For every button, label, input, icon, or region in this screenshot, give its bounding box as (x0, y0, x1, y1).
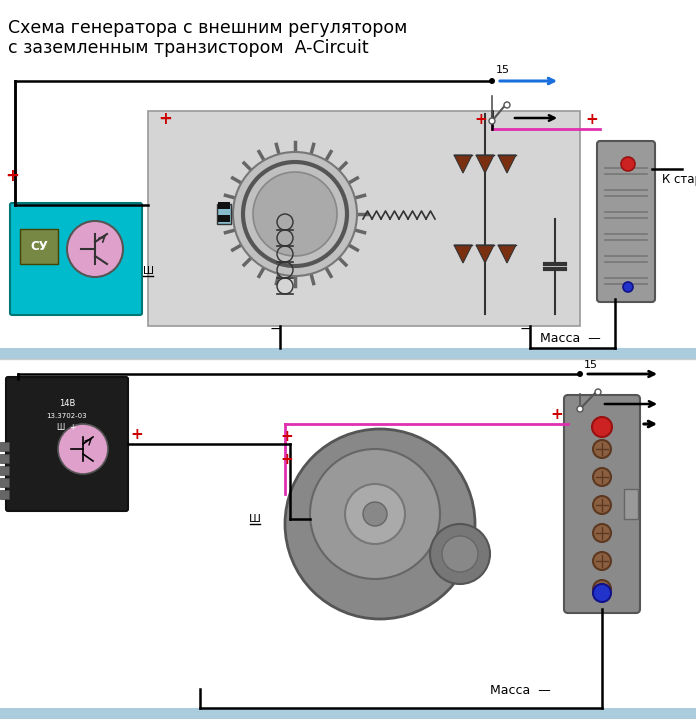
Text: Масса  —: Масса — (540, 332, 601, 345)
Circle shape (621, 157, 635, 171)
Circle shape (593, 584, 611, 602)
Text: +: + (474, 112, 487, 127)
FancyBboxPatch shape (564, 395, 640, 613)
Circle shape (593, 468, 611, 486)
Polygon shape (476, 245, 494, 263)
Circle shape (592, 417, 612, 437)
Circle shape (577, 406, 583, 412)
Text: К стартеру: К стартеру (662, 173, 696, 186)
Text: Ш  +: Ш + (57, 423, 77, 431)
Polygon shape (454, 245, 472, 263)
Bar (0, 348, 696, 359)
Text: −: − (519, 322, 531, 336)
Circle shape (67, 221, 123, 277)
Text: +: + (280, 452, 293, 467)
Circle shape (363, 502, 387, 526)
Text: +: + (585, 112, 598, 127)
Polygon shape (498, 245, 516, 263)
Text: 14B: 14B (59, 400, 75, 408)
Circle shape (489, 78, 495, 84)
FancyBboxPatch shape (10, 203, 142, 315)
Circle shape (253, 172, 337, 256)
Polygon shape (454, 155, 472, 173)
Circle shape (593, 524, 611, 542)
Text: Схема генератора с внешним регулятором: Схема генератора с внешним регулятором (8, 19, 407, 37)
Circle shape (504, 102, 510, 108)
Circle shape (577, 371, 583, 377)
Bar (0, 490, 9, 499)
Bar (0, 454, 9, 463)
Text: −: − (269, 322, 280, 336)
Text: Ш: Ш (143, 266, 154, 276)
Circle shape (233, 152, 357, 276)
Bar (218, 215, 230, 222)
Text: 15: 15 (584, 360, 598, 370)
FancyBboxPatch shape (597, 141, 655, 302)
Text: 15: 15 (496, 65, 510, 75)
Circle shape (595, 389, 601, 395)
Bar (0, 478, 9, 487)
Bar (218, 202, 230, 209)
FancyBboxPatch shape (6, 377, 128, 511)
Text: +: + (550, 407, 563, 422)
Text: 13.3702-03: 13.3702-03 (47, 413, 87, 419)
Circle shape (623, 282, 633, 292)
Text: +: + (158, 110, 172, 128)
Bar (0, 466, 9, 475)
Circle shape (58, 424, 108, 474)
Circle shape (285, 429, 475, 619)
Bar (20, 229, 58, 264)
Polygon shape (476, 155, 494, 173)
Bar (148, 111, 580, 326)
Circle shape (430, 524, 490, 584)
Text: +: + (130, 427, 143, 442)
Bar (0, 708, 696, 719)
Text: с заземленным транзистором  A-Circuit: с заземленным транзистором A-Circuit (8, 39, 369, 57)
Text: Ш: Ш (249, 514, 261, 524)
Circle shape (489, 118, 495, 124)
Text: +: + (280, 429, 293, 444)
Circle shape (593, 580, 611, 598)
Text: СУ: СУ (30, 240, 48, 254)
Circle shape (345, 484, 405, 544)
Text: Масса  —: Масса — (490, 684, 551, 697)
Circle shape (593, 496, 611, 514)
Polygon shape (498, 155, 516, 173)
Bar (624, 489, 638, 519)
Text: +: + (5, 167, 19, 185)
Circle shape (310, 449, 440, 579)
Bar (0, 442, 9, 451)
Bar (217, 204, 231, 224)
Circle shape (593, 552, 611, 570)
Circle shape (593, 440, 611, 458)
Circle shape (442, 536, 478, 572)
